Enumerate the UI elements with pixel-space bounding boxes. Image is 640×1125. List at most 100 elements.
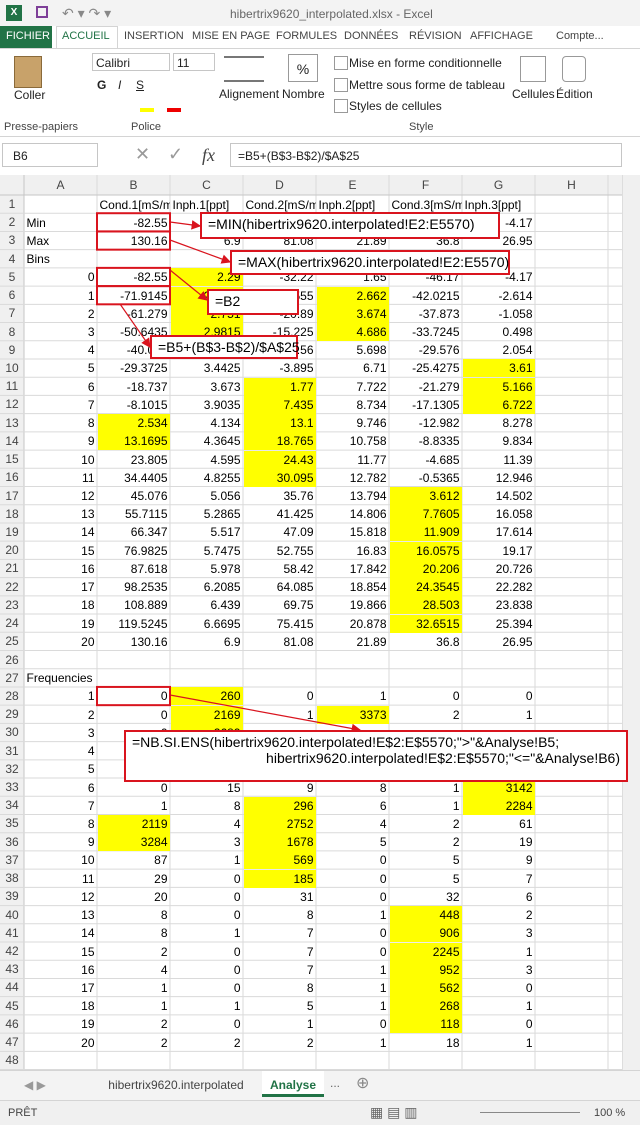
cell[interactable]: 2 [452,816,460,831]
cell[interactable]: 3284 [97,833,170,852]
font-size-box[interactable]: 11 [173,53,215,71]
cell[interactable]: 6.6695 [203,616,241,631]
cell[interactable]: 0 [87,270,95,285]
cell[interactable]: 3373 [316,705,389,724]
cell[interactable]: 19.866 [349,598,387,613]
cell[interactable]: 5.517 [210,525,241,540]
cell[interactable]: -33.7245 [412,325,460,340]
number-label[interactable]: Nombre [282,87,325,101]
cell[interactable]: 7 [306,926,314,941]
cell[interactable]: 1 [379,999,387,1014]
ribbon-tab[interactable]: INSERTION [124,30,184,42]
cell[interactable]: 6.71 [363,361,387,376]
cell[interactable]: 22.282 [495,580,533,595]
cell[interactable]: 2169 [170,705,243,724]
font-color[interactable] [167,108,181,112]
cell[interactable]: 32.6515 [389,614,462,633]
cell[interactable]: 69.75 [283,598,314,613]
cell[interactable]: 0 [379,889,387,904]
cell[interactable]: 108.889 [124,598,168,613]
cell[interactable]: 448 [389,906,462,925]
cell[interactable]: 31 [300,889,314,904]
cell[interactable]: 0 [379,853,387,868]
ribbon-tab[interactable]: FICHIER [6,30,50,42]
cell[interactable]: -82.55 [133,215,168,230]
cell[interactable]: -37.873 [418,306,460,321]
cell[interactable]: 75.415 [276,616,314,631]
cell[interactable]: 0 [525,689,533,704]
cell[interactable]: 61 [519,816,533,831]
cells-icon[interactable] [520,56,546,82]
cell[interactable]: 19 [81,1017,95,1032]
cell[interactable]: 119.5245 [118,616,168,631]
cell[interactable]: 0 [160,780,168,795]
view-buttons[interactable]: ▦ ▤ ▥ [370,1104,418,1120]
cell[interactable]: 17.842 [349,561,387,576]
cell[interactable]: 11.909 [389,523,462,542]
cell[interactable]: 130.16 [130,634,168,649]
fill-color[interactable] [140,108,154,112]
cell[interactable]: 18.765 [243,432,316,451]
cell[interactable]: 952 [389,960,462,979]
cell[interactable]: 2.662 [316,286,389,305]
cell[interactable]: 1.77 [243,377,316,396]
cell[interactable]: 11 [82,871,95,886]
cell[interactable]: 5 [87,361,95,376]
cell[interactable]: 0 [233,889,241,904]
fx-button[interactable]: fx [202,145,215,165]
ribbon-tab[interactable]: MISE EN PAGE [192,30,271,42]
cell[interactable]: 8 [87,816,95,831]
cell[interactable]: 32 [446,889,460,904]
cell[interactable]: 9 [87,835,95,850]
cell[interactable]: 569 [243,851,316,870]
cell[interactable]: 2 [87,707,95,722]
cell[interactable]: -2.614 [498,288,533,303]
cell[interactable]: 1 [525,999,533,1014]
cell[interactable]: 81.08 [283,634,314,649]
bold-button[interactable]: G [97,78,107,92]
ribbon-tab[interactable]: Compte... [556,30,604,42]
cell[interactable]: 9.746 [356,416,387,431]
cell[interactable]: 1 [160,980,168,995]
cell[interactable]: 1 [160,798,168,813]
cell[interactable]: 8.278 [502,416,533,431]
cell[interactable]: 2752 [243,814,316,833]
cell[interactable]: 0 [379,1017,387,1032]
cell[interactable]: 11.77 [357,452,387,467]
cell[interactable]: 5 [306,999,314,1014]
cell[interactable]: 185 [243,869,316,888]
cell[interactable]: 7 [306,962,314,977]
cell[interactable]: 8 [306,980,314,995]
cell[interactable]: Inph.2[ppt] [318,197,376,212]
cell[interactable]: Inph.3[ppt] [464,197,522,212]
cell[interactable]: 52.755 [276,543,314,558]
cell[interactable]: 17 [81,580,95,595]
cell[interactable]: Cond.1[mS/m] [99,197,170,212]
cell[interactable]: 14.502 [495,489,533,504]
alignment-label[interactable]: Alignement [219,87,280,101]
editing-label[interactable]: Édition [556,87,593,101]
cell[interactable]: 4 [233,816,241,831]
cell[interactable]: 0 [452,689,460,704]
cell[interactable]: 18 [81,999,95,1014]
cell[interactable]: 118 [389,1015,462,1034]
cell[interactable]: 34.4405 [124,470,168,485]
cell[interactable]: 18 [81,598,95,613]
cell[interactable]: 3.4425 [203,361,241,376]
cell[interactable]: 24.3545 [389,578,462,597]
cell[interactable]: 11.39 [503,452,533,467]
cell[interactable]: 10.758 [349,434,387,449]
cell[interactable]: 1 [87,288,95,303]
cell[interactable]: 21.89 [356,634,387,649]
ribbon-tab[interactable]: DONNÉES [344,30,399,42]
cell[interactable]: 2.054 [502,343,533,358]
cell[interactable]: 1 [160,999,168,1014]
cell[interactable]: 0 [379,871,387,886]
cell[interactable]: 6 [87,780,95,795]
cell[interactable]: 1 [306,1017,314,1032]
cell[interactable]: 7.722 [356,379,387,394]
cell[interactable]: 4 [87,744,95,759]
cell[interactable]: 6 [87,379,95,394]
cell[interactable]: 9 [87,434,95,449]
cell[interactable]: 20 [81,1035,95,1050]
